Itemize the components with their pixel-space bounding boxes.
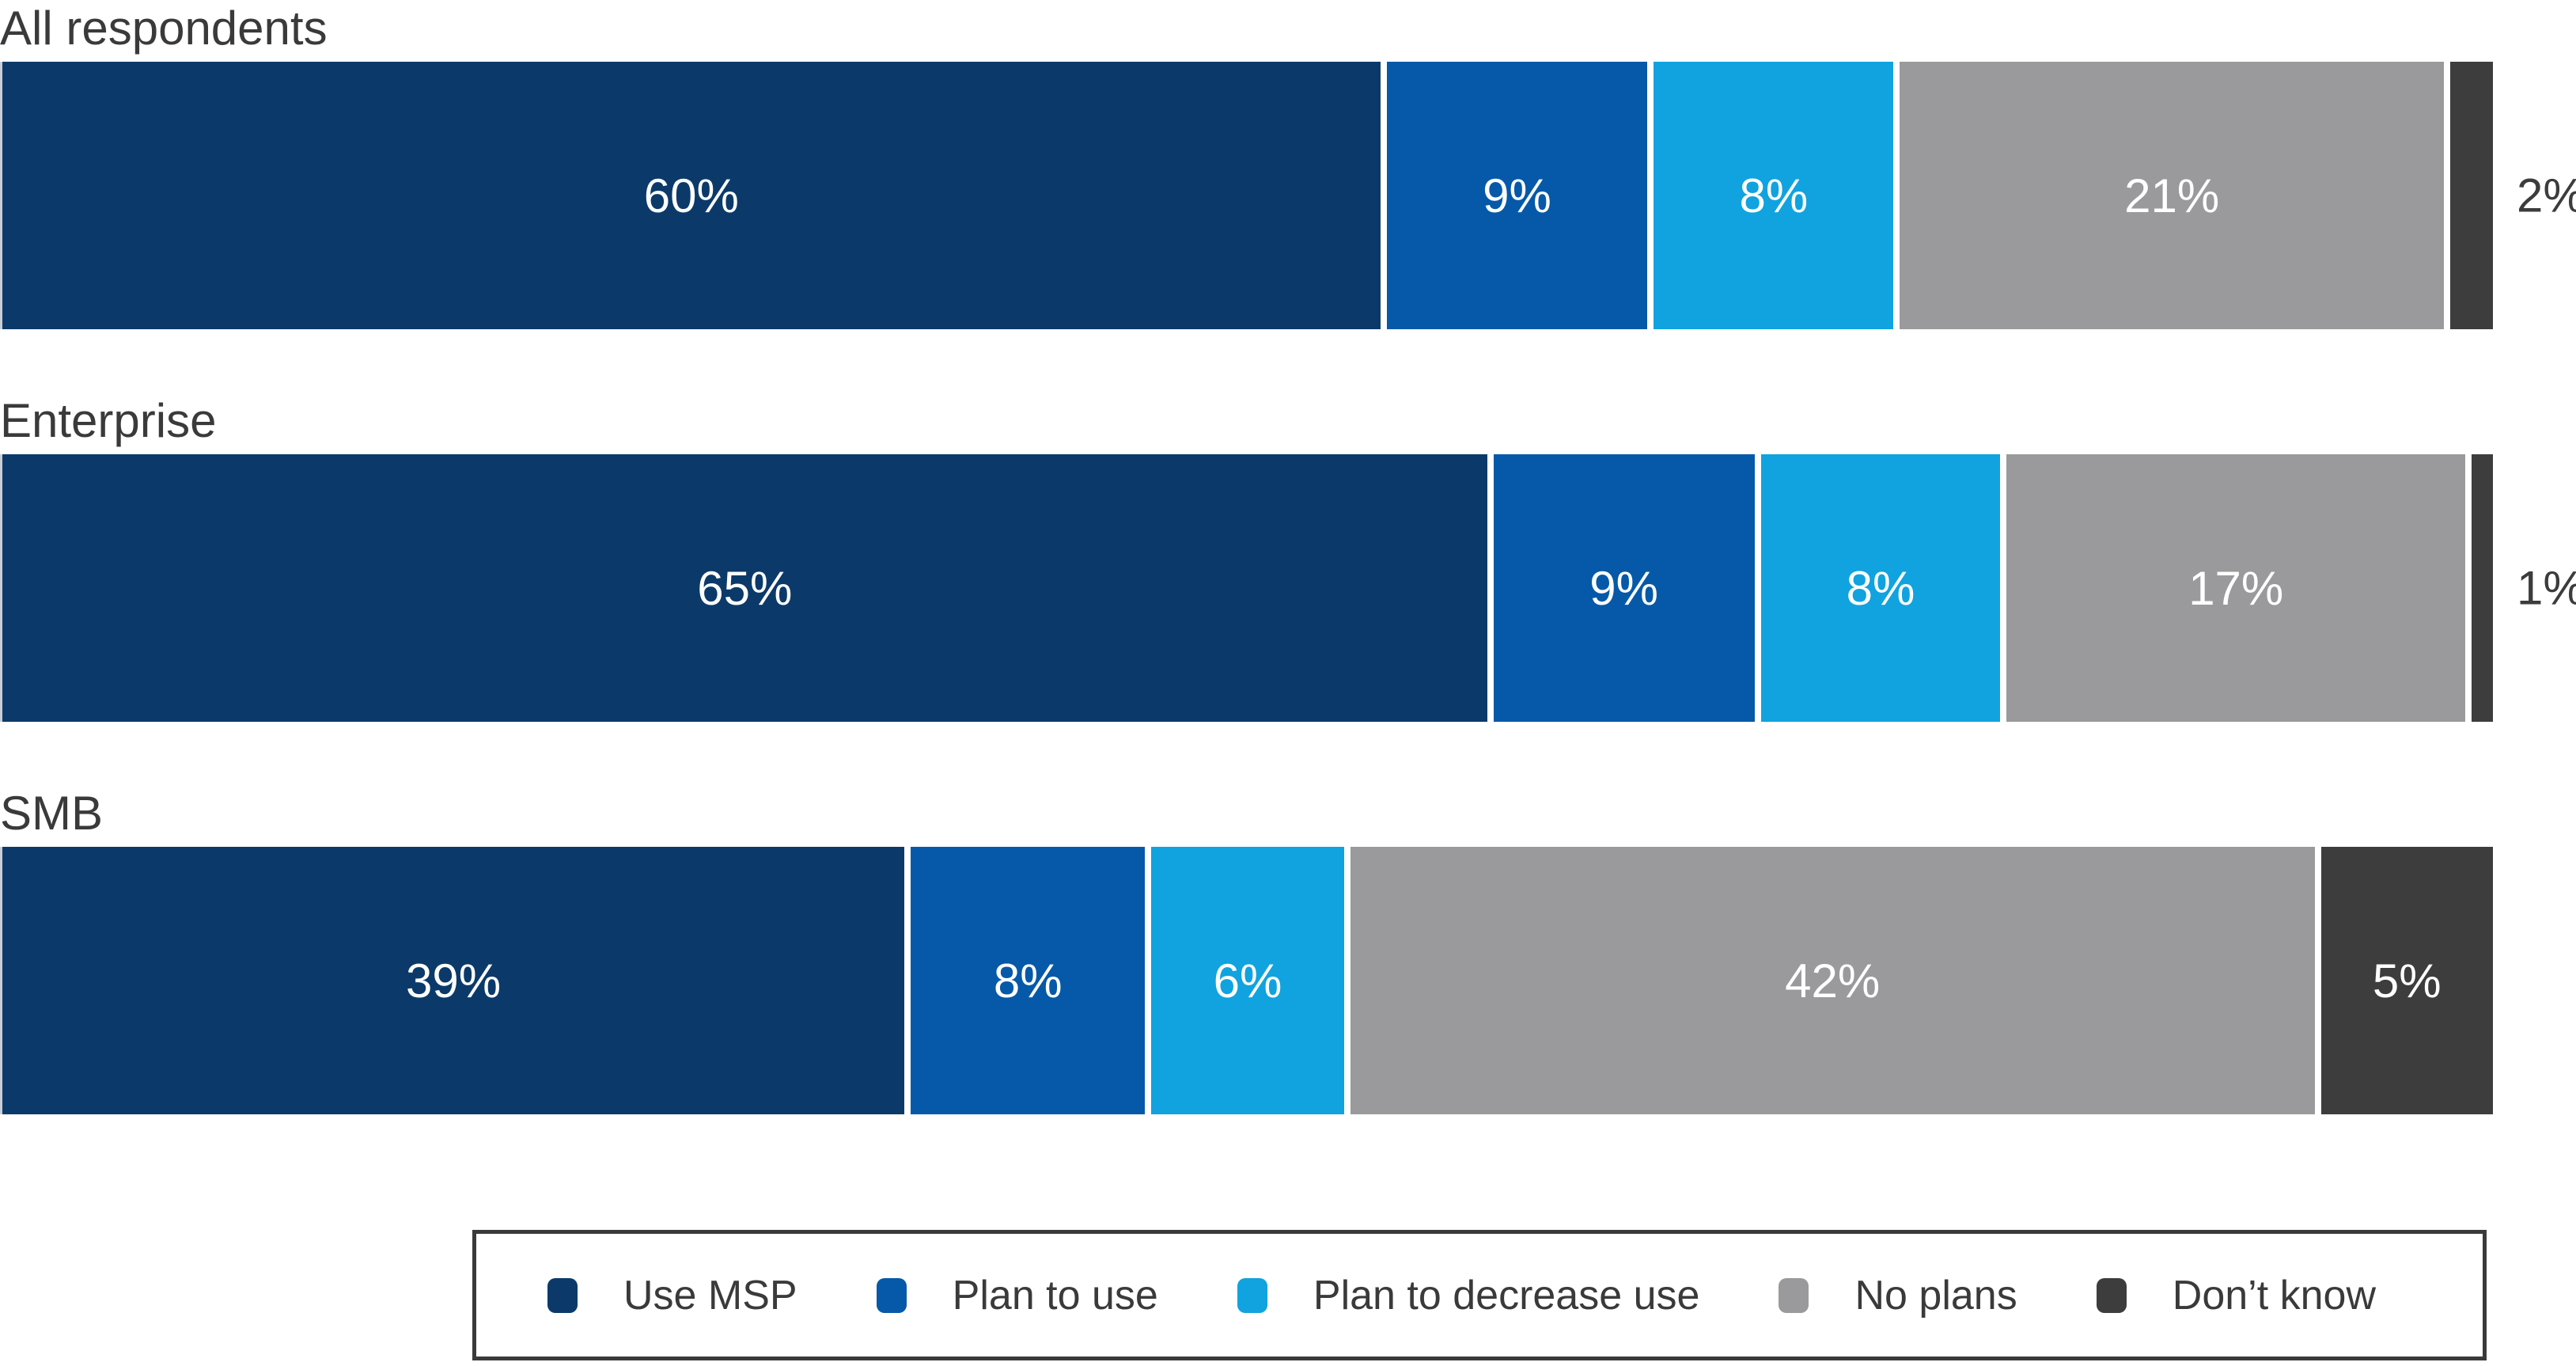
segment-value-label: 17% (2188, 561, 2284, 615)
legend-label: Plan to use (952, 1272, 1158, 1319)
category-label: Enterprise (0, 394, 217, 447)
bar-segment: 39% (2, 847, 905, 1114)
bar-row: Enterprise 65% 9% 8% 17% 1% (0, 394, 2576, 722)
segment-value-label: 9% (1483, 169, 1551, 222)
bar-segment: 9% (1493, 454, 1755, 722)
legend-item: Plan to use (876, 1272, 1158, 1319)
segment-value-label: 65% (697, 561, 793, 615)
category-label: SMB (0, 787, 104, 840)
legend-swatch-icon (876, 1277, 907, 1313)
stacked-bar: 60% 9% 8% 21% 2% (0, 62, 2576, 329)
bar-segment: 65% (2, 454, 1487, 722)
legend-label: No plans (1854, 1272, 2017, 1319)
segment-value-label: 8% (1846, 561, 1915, 615)
legend-item: Plan to decrease use (1237, 1272, 1700, 1319)
legend-item: Use MSP (547, 1272, 797, 1319)
segment-value-label: 9% (1589, 561, 1658, 615)
legend-swatch-icon (2096, 1277, 2127, 1313)
segment-value-label: 39% (406, 954, 502, 1007)
bar-segment: 6% (1151, 847, 1344, 1114)
bar-segment (2449, 62, 2493, 329)
legend-item: Don’t know (2096, 1272, 2376, 1319)
bar-row: SMB 39% 8% 6% 42% 5% (0, 787, 2576, 1114)
bar-segment: 8% (1760, 454, 2001, 722)
segment-value-label: 8% (993, 954, 1063, 1007)
segment-value-label: 6% (1213, 954, 1282, 1007)
legend-swatch-icon (1779, 1277, 1809, 1313)
bar-segment: 9% (1386, 62, 1648, 329)
bar-segment (2471, 454, 2494, 722)
bar-segment: 42% (1350, 847, 2315, 1114)
legend-label: Don’t know (2172, 1272, 2376, 1319)
legend-label: Plan to decrease use (1313, 1272, 1700, 1319)
category-label: All respondents (0, 2, 328, 55)
legend-label: Use MSP (623, 1272, 797, 1319)
segment-value-label: 60% (643, 169, 739, 222)
bar-row: All respondents 60% 9% 8% 21% 2% (0, 2, 2576, 329)
legend: Use MSP Plan to use Plan to decrease use No… (472, 1230, 2487, 1360)
segment-value-label: 21% (2124, 169, 2220, 222)
stacked-bar: 65% 9% 8% 17% 1% (0, 454, 2576, 722)
segment-value-label: 42% (1785, 954, 1881, 1007)
legend-swatch-icon (1237, 1277, 1267, 1313)
segment-value-label-outside: 1% (2517, 561, 2576, 615)
stacked-bar: 39% 8% 6% 42% 5% (0, 847, 2493, 1114)
bar-rows: All respondents 60% 9% 8% 21% 2% Enterprise 65%… (0, 2, 2576, 1114)
segment-value-label: 5% (2372, 954, 2442, 1007)
bar-segment: 8% (911, 847, 1146, 1114)
legend-item: No plans (1779, 1272, 2017, 1319)
segment-value-label: 8% (1739, 169, 1809, 222)
bar-segment: 5% (2320, 847, 2493, 1114)
bar-segment: 17% (2006, 454, 2465, 722)
segment-value-label-outside: 2% (2517, 169, 2576, 222)
bar-segment: 21% (1900, 62, 2444, 329)
legend-swatch-icon (547, 1277, 578, 1313)
bar-segment: 60% (2, 62, 1381, 329)
bar-segment: 8% (1654, 62, 1894, 329)
